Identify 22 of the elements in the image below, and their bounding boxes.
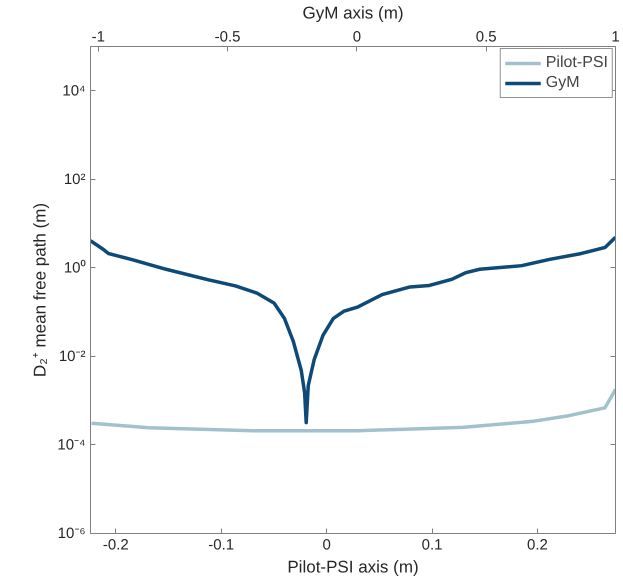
x-tick-label: -0.2 [102,536,129,554]
x-axis-title: Pilot-PSI axis (m) [287,558,419,576]
line-series [90,388,616,432]
y-tick-label: 10⁻⁴ [57,436,86,454]
x2-tick-label: -0.5 [214,28,241,46]
y-tick-label: 10² [64,170,86,188]
x-tick-label: -0.1 [208,536,234,554]
x2-tick-label: -1 [92,28,105,46]
x-tick-label: 0 [322,536,331,554]
x2-axis-title: GyM axis (m) [302,4,404,22]
y-tick-label: 10⁰ [64,259,86,276]
x2-tick-label: 0 [352,28,362,46]
x2-tick-label: 0.5 [476,28,497,46]
x-tick-label: 0.2 [527,536,548,554]
x-tick-label: 0.1 [422,536,442,554]
y-tick-label: 10⁻² [58,348,86,365]
y-axis-title: D₂⁺ mean free path (m) [30,202,50,378]
legend-label: GyM [546,74,580,92]
legend-label: Pilot-PSI [546,54,608,72]
y-tick-label: 10⁻⁶ [58,525,86,542]
y-tick-label: 10⁴ [62,82,86,100]
x2-tick-label: 1 [611,28,620,46]
